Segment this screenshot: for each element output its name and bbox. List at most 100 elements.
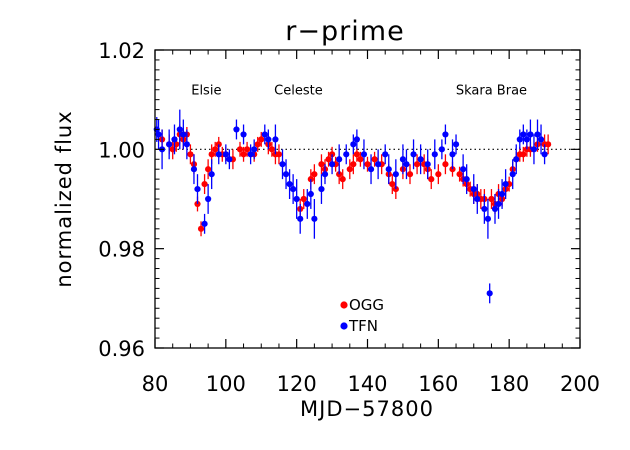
data-point — [166, 141, 173, 148]
data-point — [336, 156, 343, 163]
data-point — [474, 195, 481, 203]
data-point — [470, 185, 477, 193]
data-point — [449, 151, 456, 158]
data-point — [205, 195, 212, 203]
y-tick-label: 0.96 — [98, 337, 145, 361]
data-point — [406, 171, 414, 178]
data-point — [297, 215, 304, 222]
data-point — [424, 161, 431, 168]
x-tick-label: 160 — [418, 372, 458, 396]
data-point — [438, 146, 445, 153]
data-point — [382, 151, 389, 158]
data-point — [456, 171, 463, 178]
y-tick-label: 0.98 — [98, 238, 145, 262]
x-axis: 80 100 120 140 160 180 200 — [142, 50, 600, 396]
data-point — [371, 156, 378, 163]
data-point — [343, 151, 350, 158]
data-point — [367, 166, 375, 173]
data-point — [339, 176, 346, 183]
data-point — [498, 190, 506, 198]
data-point — [410, 151, 417, 158]
data-point — [509, 171, 516, 178]
data-point — [251, 146, 258, 153]
data-point — [318, 185, 325, 193]
data-point — [428, 176, 435, 183]
data-point — [541, 151, 548, 158]
x-tick-label: 140 — [347, 372, 387, 396]
data-point — [171, 136, 178, 143]
x-tick-label: 120 — [277, 372, 317, 396]
data-point — [240, 151, 247, 158]
data-point — [318, 161, 325, 168]
data-point — [513, 156, 520, 163]
data-point — [180, 131, 187, 138]
data-point — [201, 181, 208, 188]
data-point — [293, 195, 300, 203]
data-point — [272, 136, 279, 143]
data-point — [243, 146, 251, 153]
data-point — [258, 136, 265, 143]
region-annotation: Celeste — [274, 84, 323, 99]
data-point — [325, 156, 332, 163]
data-point — [197, 225, 205, 232]
data-point — [311, 215, 318, 222]
data-point — [346, 166, 353, 173]
x-tick-label: 180 — [489, 372, 529, 396]
data-point — [392, 171, 399, 178]
data-point — [282, 171, 290, 178]
region-annotations: Elsie Celeste Skara Brae — [191, 84, 527, 99]
data-point — [328, 161, 336, 168]
data-point — [236, 146, 244, 153]
data-point — [364, 161, 371, 168]
data-point — [495, 200, 502, 208]
data-point — [435, 171, 442, 178]
data-point — [534, 131, 541, 138]
legend-tfn-marker — [340, 322, 348, 330]
data-point — [403, 161, 410, 168]
plot-area — [153, 109, 580, 304]
data-point — [488, 195, 495, 203]
y-axis: 0.96 0.98 1.00 1.02 — [98, 39, 580, 361]
data-point — [442, 161, 449, 168]
region-annotation: Elsie — [191, 84, 221, 99]
data-point — [268, 146, 275, 153]
data-point — [527, 131, 534, 138]
data-point — [304, 200, 311, 208]
data-point — [215, 151, 222, 158]
data-point — [417, 156, 424, 163]
data-point — [190, 166, 198, 173]
data-point — [254, 141, 261, 148]
data-point — [350, 141, 357, 148]
data-point — [265, 136, 272, 143]
legend-tfn-label: TFN — [348, 317, 378, 335]
data-point — [155, 131, 162, 138]
y-tick-label: 1.00 — [98, 138, 145, 162]
data-point — [375, 161, 382, 168]
data-point — [431, 151, 438, 158]
data-point — [442, 131, 449, 138]
data-point — [311, 171, 318, 178]
data-point — [486, 290, 493, 297]
data-point — [240, 131, 247, 138]
data-point — [530, 146, 538, 153]
data-point — [484, 215, 492, 222]
x-tick-label: 100 — [206, 372, 246, 396]
x-tick-label: 200 — [560, 372, 600, 396]
data-point — [463, 176, 470, 183]
data-point — [208, 171, 215, 178]
region-annotation: Skara Brae — [456, 84, 527, 99]
data-point — [491, 205, 499, 213]
legend-ogg-label: OGG — [349, 296, 384, 314]
data-point — [247, 151, 254, 158]
legend-ogg-marker — [340, 301, 348, 309]
data-point — [520, 131, 527, 138]
data-point — [360, 151, 368, 158]
data-point — [279, 161, 286, 168]
data-point — [201, 220, 208, 227]
data-point — [205, 166, 212, 173]
data-point — [194, 185, 201, 193]
x-axis-title: MJD−57800 — [300, 397, 434, 421]
data-point — [516, 136, 523, 143]
legend: OGG TFN — [340, 296, 384, 335]
data-point — [261, 131, 268, 138]
